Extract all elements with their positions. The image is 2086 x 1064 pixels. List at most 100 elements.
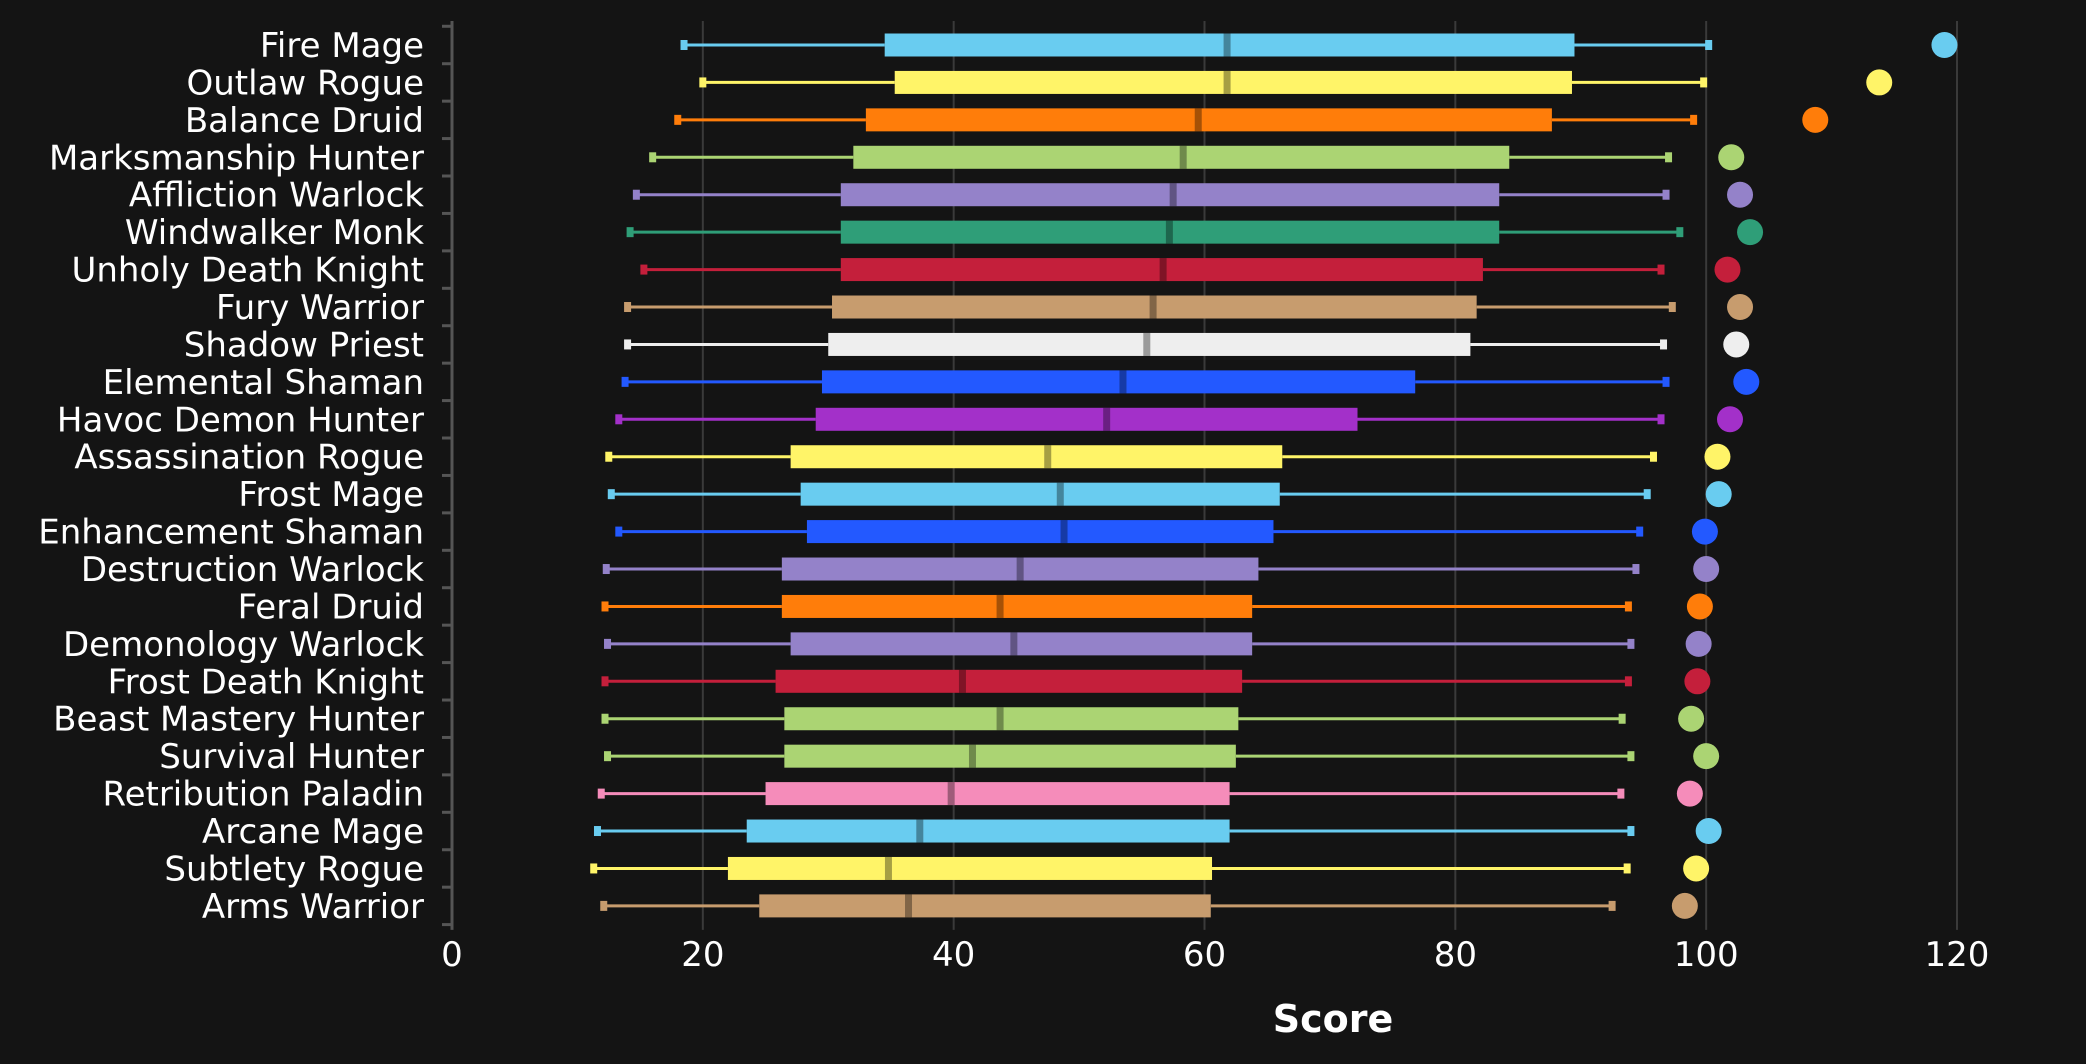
median-marker <box>1017 558 1024 581</box>
median-marker <box>1143 333 1150 356</box>
series-row <box>624 294 1753 320</box>
whisker-cap-low <box>598 789 605 799</box>
series-row <box>602 593 1713 619</box>
median-marker <box>1103 408 1110 431</box>
category-label: Assassination Rogue <box>74 438 424 478</box>
whisker-cap-high <box>1663 190 1670 200</box>
median-marker <box>1224 34 1231 57</box>
box <box>895 71 1572 94</box>
median-marker <box>1057 483 1064 506</box>
median-marker <box>1010 632 1017 655</box>
whisker-cap-high <box>1658 414 1665 424</box>
category-label: Destruction Warlock <box>81 550 424 590</box>
top-score-point <box>1931 32 1957 58</box>
median-marker <box>997 707 1004 730</box>
whisker-cap-high <box>1627 826 1634 836</box>
x-tick-label: 20 <box>681 935 724 975</box>
category-label: Arms Warrior <box>202 887 424 927</box>
whisker-cap-high <box>1669 302 1676 312</box>
box <box>866 108 1552 131</box>
category-label: Shadow Priest <box>184 325 424 365</box>
whisker-cap-low <box>624 302 631 312</box>
x-tick-label: 80 <box>1434 935 1477 975</box>
top-score-point <box>1678 706 1704 732</box>
whisker-cap-high <box>1619 714 1626 724</box>
whisker-cap-low <box>681 40 688 50</box>
series-row <box>640 257 1740 283</box>
category-label: Marksmanship Hunter <box>49 138 424 178</box>
top-score-point <box>1686 631 1712 657</box>
whisker-cap-low <box>624 339 631 349</box>
x-axis-ticks: 0 20 40 60 80 100 120 <box>441 935 1989 975</box>
median-marker <box>969 745 976 768</box>
category-label: Arcane Mage <box>202 812 424 852</box>
whisker-cap-high <box>1627 639 1634 649</box>
category-label: Unholy Death Knight <box>71 251 424 291</box>
box <box>784 707 1238 730</box>
top-score-point <box>1866 69 1892 95</box>
median-marker <box>885 857 892 880</box>
series-row <box>602 706 1705 732</box>
whisker-cap-high <box>1609 901 1616 911</box>
category-label: Frost Mage <box>238 475 424 515</box>
top-score-point <box>1693 556 1719 582</box>
whisker-cap-high <box>1658 265 1665 275</box>
category-label: Demonology Warlock <box>63 625 424 665</box>
median-marker <box>997 595 1004 618</box>
whisker-cap-low <box>640 265 647 275</box>
series-row <box>622 369 1760 395</box>
top-score-point <box>1714 257 1740 283</box>
series-row <box>604 631 1712 657</box>
whisker-cap-low <box>633 190 640 200</box>
category-label: Outlaw Rogue <box>187 63 425 103</box>
top-score-point <box>1696 818 1722 844</box>
whisker-cap-low <box>605 452 612 462</box>
box <box>784 745 1236 768</box>
whisker-cap-high <box>1700 77 1707 87</box>
whisker-cap-low <box>590 863 597 873</box>
top-score-point <box>1684 668 1710 694</box>
series-row <box>674 107 1828 133</box>
category-label: Subtlety Rogue <box>164 849 424 889</box>
series-row <box>624 331 1749 357</box>
x-tick-label: 60 <box>1183 935 1226 975</box>
series-row <box>598 781 1703 807</box>
whisker-cap-high <box>1676 227 1683 237</box>
category-label: Fire Mage <box>260 26 424 66</box>
median-marker <box>1119 370 1126 393</box>
series-row <box>590 855 1709 881</box>
top-score-point <box>1706 481 1732 507</box>
category-label: Fury Warrior <box>216 288 424 328</box>
box <box>766 782 1230 805</box>
series-row <box>608 481 1732 507</box>
category-label: Balance Druid <box>185 101 424 141</box>
top-score-point <box>1683 855 1709 881</box>
whisker-cap-high <box>1690 115 1697 125</box>
whisker-cap-low <box>649 152 656 162</box>
whisker-cap-low <box>600 901 607 911</box>
series-row <box>602 668 1711 694</box>
series-row <box>603 556 1719 582</box>
x-tick-label: 100 <box>1674 935 1739 975</box>
category-labels: Fire MageOutlaw RogueBalance DruidMarksm… <box>38 26 424 927</box>
category-label: Retribution Paladin <box>102 775 424 815</box>
series-row <box>615 406 1743 432</box>
category-label: Beast Mastery Hunter <box>53 700 424 740</box>
median-marker <box>1224 71 1231 94</box>
median-marker <box>959 670 966 693</box>
whisker-cap-high <box>1632 564 1639 574</box>
median-marker <box>1160 258 1167 281</box>
category-label: Elemental Shaman <box>103 363 424 403</box>
whisker-cap-high <box>1624 863 1631 873</box>
median-marker <box>1180 146 1187 169</box>
series-row <box>604 743 1719 769</box>
whisker-cap-low <box>608 489 615 499</box>
whisker-cap-high <box>1705 40 1712 50</box>
whisker-cap-low <box>674 115 681 125</box>
series-row <box>633 182 1753 208</box>
median-marker <box>1044 445 1051 468</box>
category-label: Affliction Warlock <box>129 176 424 216</box>
whisker-cap-low <box>602 714 609 724</box>
whisker-cap-high <box>1617 789 1624 799</box>
